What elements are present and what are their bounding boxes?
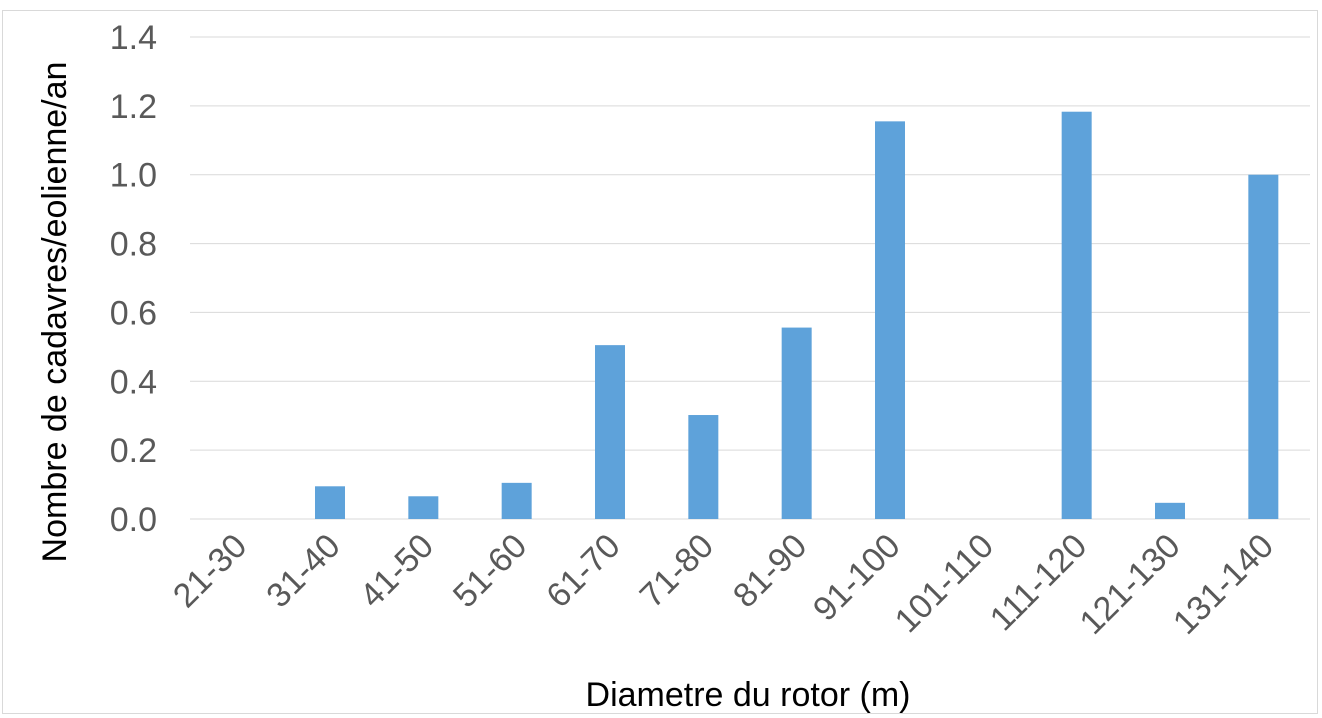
- chart-area: [2, 10, 1318, 714]
- bar-51-60: [501, 482, 532, 519]
- y-tick-label: 0.4: [110, 363, 157, 401]
- y-axis-ticks: 0.0 0.2 0.4 0.6 0.8 1.0 1.2 1.4: [110, 19, 157, 539]
- y-tick-label: 0.6: [110, 294, 157, 332]
- bar-111-120: [1061, 111, 1092, 520]
- x-tick-label: 81-90: [726, 527, 814, 615]
- x-tick-label: 61-70: [539, 527, 627, 615]
- x-tick-label: 21-30: [166, 527, 254, 615]
- x-tick-label: 51-60: [446, 527, 534, 615]
- bar-61-70: [595, 345, 625, 519]
- x-tick-label: 121-130: [1073, 527, 1188, 642]
- x-tick-label: 111-120: [983, 527, 1095, 639]
- x-tick-label: 71-80: [633, 527, 721, 615]
- y-axis-title: Nombre de cadavres/eolienne/an: [36, 62, 74, 563]
- y-tick-label: 1.4: [110, 19, 157, 57]
- x-tick-label: 31-40: [259, 527, 347, 615]
- bar-131-140: [1248, 174, 1279, 519]
- y-tick-label: 1.2: [110, 88, 157, 126]
- y-tick-label: 0.2: [110, 432, 157, 470]
- x-tick-label: 41-50: [353, 527, 441, 615]
- y-tick-label: 0.8: [110, 226, 157, 264]
- x-tick-label: 131-140: [1166, 527, 1281, 642]
- bar-41-50: [408, 496, 439, 519]
- y-tick-label: 0.0: [110, 501, 157, 539]
- x-axis-title: Diametre du rotor (m): [586, 676, 911, 714]
- x-axis-ticks: 21-30 31-40 41-50 51-60 61-70 71-80 81-9091-10…: [166, 527, 1281, 642]
- bar-81-90: [781, 327, 812, 519]
- bar-31-40: [315, 486, 345, 519]
- bar-91-100: [875, 121, 905, 519]
- y-tick-label: 1.0: [110, 157, 157, 195]
- x-tick-label: 101-110: [888, 527, 1001, 640]
- bar-71-80: [688, 415, 719, 519]
- gridlines: [190, 36, 1310, 520]
- bars: [315, 111, 1279, 520]
- bar-121-130: [1155, 502, 1185, 519]
